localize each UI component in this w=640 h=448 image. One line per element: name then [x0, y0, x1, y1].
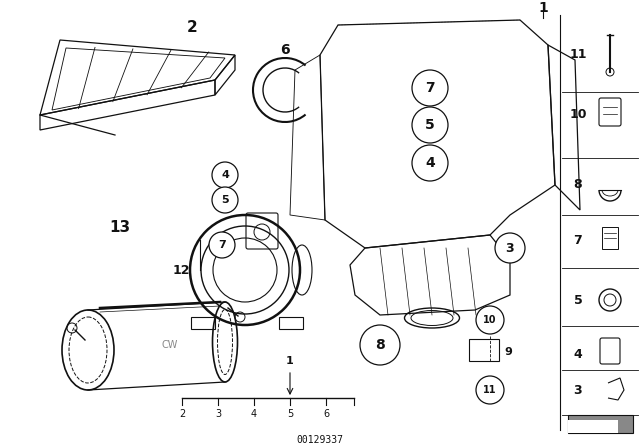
FancyBboxPatch shape: [568, 415, 633, 433]
Circle shape: [412, 70, 448, 106]
Circle shape: [212, 187, 238, 213]
Circle shape: [476, 306, 504, 334]
Text: 4: 4: [221, 170, 229, 180]
Text: 5: 5: [287, 409, 293, 419]
Text: 3: 3: [573, 383, 582, 396]
Text: 1: 1: [286, 356, 294, 366]
Text: 10: 10: [569, 108, 587, 121]
Text: 2: 2: [187, 21, 197, 35]
Text: 1: 1: [538, 1, 548, 15]
Circle shape: [212, 162, 238, 188]
Circle shape: [476, 376, 504, 404]
Text: 3: 3: [506, 241, 515, 254]
Text: 2: 2: [179, 409, 185, 419]
Circle shape: [606, 68, 614, 76]
Text: 00129337: 00129337: [296, 435, 344, 445]
Circle shape: [360, 325, 400, 365]
Text: 9: 9: [504, 347, 512, 357]
Text: 7: 7: [573, 233, 582, 246]
FancyBboxPatch shape: [568, 420, 618, 433]
Text: 8: 8: [375, 338, 385, 352]
Text: 13: 13: [109, 220, 131, 236]
Text: 11: 11: [569, 48, 587, 61]
Text: 3: 3: [215, 409, 221, 419]
Circle shape: [495, 233, 525, 263]
Text: 8: 8: [573, 178, 582, 191]
Text: 5: 5: [425, 118, 435, 132]
Text: 4: 4: [573, 349, 582, 362]
Text: 7: 7: [425, 81, 435, 95]
Text: 10: 10: [483, 315, 497, 325]
Text: 4: 4: [251, 409, 257, 419]
Text: 5: 5: [573, 293, 582, 306]
Circle shape: [412, 145, 448, 181]
Text: 4: 4: [425, 156, 435, 170]
Text: 5: 5: [221, 195, 229, 205]
Text: 6: 6: [280, 43, 290, 57]
Circle shape: [209, 232, 235, 258]
Text: 7: 7: [218, 240, 226, 250]
Circle shape: [412, 107, 448, 143]
Text: 12: 12: [173, 263, 190, 276]
Text: CW: CW: [162, 340, 178, 350]
Text: 11: 11: [483, 385, 497, 395]
Text: 6: 6: [323, 409, 329, 419]
